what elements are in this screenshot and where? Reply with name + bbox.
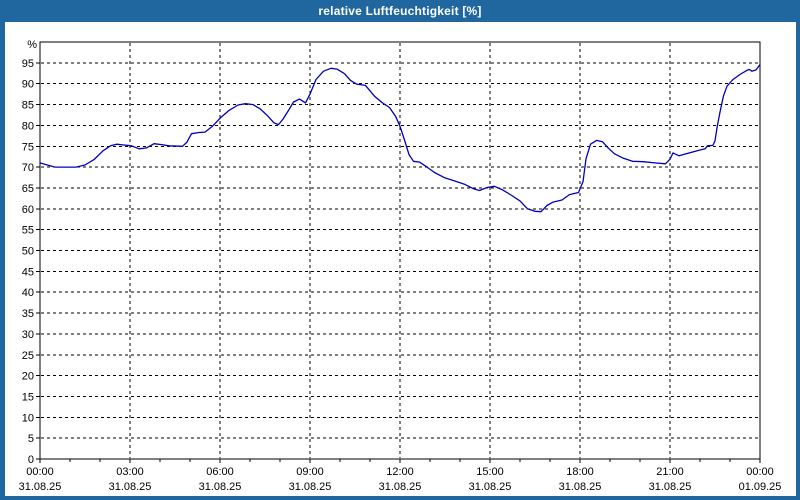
y-tick-label: 85 <box>22 100 34 112</box>
x-tick-time-label: 00:00 <box>26 466 54 478</box>
x-tick-time-label: 21:00 <box>656 466 684 478</box>
y-tick-label: 40 <box>22 287 34 299</box>
x-tick-date-label: 31.08.25 <box>379 481 422 493</box>
x-tick-time-label: 03:00 <box>116 466 144 478</box>
y-tick-label: 55 <box>22 225 34 237</box>
x-tick-date-label: 31.08.25 <box>649 481 692 493</box>
x-tick-date-label: 01.09.25 <box>739 481 782 493</box>
y-tick-label: 20 <box>22 371 34 383</box>
y-tick-label: 90 <box>22 79 34 91</box>
y-tick-label: 30 <box>22 329 34 341</box>
window-title: relative Luftfeuchtigkeit [%] <box>318 4 482 18</box>
y-tick-label: 0 <box>28 454 34 466</box>
x-tick-date-label: 31.08.25 <box>19 481 62 493</box>
x-tick-date-label: 31.08.25 <box>199 481 242 493</box>
x-tick-date-label: 31.08.25 <box>559 481 602 493</box>
x-tick-time-label: 00:00 <box>746 466 774 478</box>
y-tick-label: 10 <box>22 412 34 424</box>
y-tick-label: 75 <box>22 141 34 153</box>
y-tick-label: 60 <box>22 204 34 216</box>
y-tick-label: 80 <box>22 120 34 132</box>
y-tick-label: 5 <box>28 433 34 445</box>
window-titlebar[interactable]: relative Luftfeuchtigkeit [%] <box>0 0 800 22</box>
x-tick-time-label: 18:00 <box>566 466 594 478</box>
y-tick-label: 65 <box>22 183 34 195</box>
x-tick-time-label: 09:00 <box>296 466 324 478</box>
y-tick-label: 25 <box>22 350 34 362</box>
y-tick-label: 15 <box>22 391 34 403</box>
y-tick-label: 50 <box>22 246 34 258</box>
y-tick-label: 70 <box>22 162 34 174</box>
x-tick-time-label: 15:00 <box>476 466 504 478</box>
y-tick-label: 95 <box>22 58 34 70</box>
x-tick-time-label: 06:00 <box>206 466 234 478</box>
x-tick-date-label: 31.08.25 <box>109 481 152 493</box>
plot-frame <box>39 41 761 460</box>
y-tick-label: 35 <box>22 308 34 320</box>
x-tick-date-label: 31.08.25 <box>289 481 332 493</box>
y-tick-label: 45 <box>22 266 34 278</box>
humidity-line <box>39 63 761 213</box>
x-tick-time-label: 12:00 <box>386 466 414 478</box>
y-axis-unit-label: % <box>27 39 37 51</box>
x-tick-date-label: 31.08.25 <box>469 481 512 493</box>
